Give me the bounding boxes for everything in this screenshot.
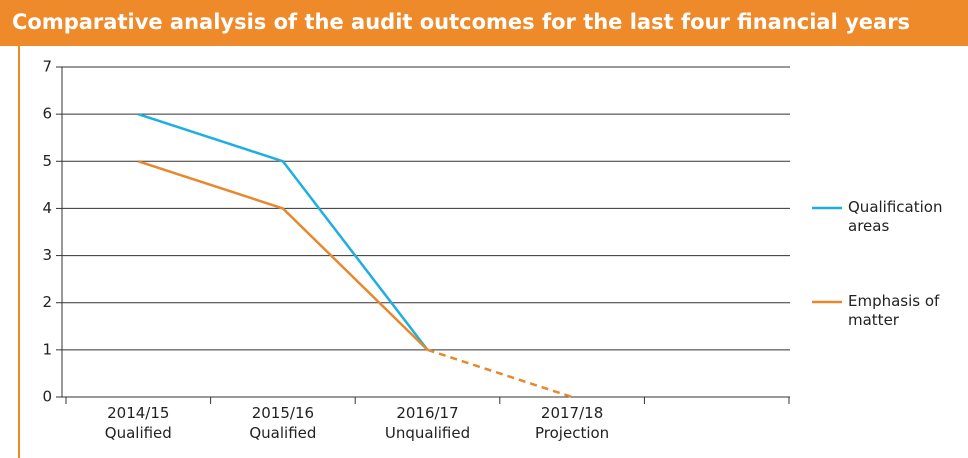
legend-label: Emphasis of matter (848, 292, 940, 329)
y-tick-label: 4 (42, 199, 52, 217)
y-tick-label: 7 (42, 58, 52, 76)
x-tick-label: 2017/18 Projection (535, 404, 610, 442)
projection-line (427, 348, 573, 399)
x-tick-label: 2015/16 Qualified (249, 404, 317, 442)
y-tick-label: 2 (42, 293, 52, 311)
y-tick-label: 5 (42, 152, 52, 170)
y-tick-label: 0 (42, 388, 52, 406)
y-tick-label: 3 (42, 246, 52, 264)
legend-label: Qualification areas (848, 198, 943, 235)
data-line (137, 112, 429, 351)
data-line (137, 160, 429, 351)
y-tick-label: 6 (42, 105, 52, 123)
chart-title: Comparative analysis of the audit outcom… (12, 10, 911, 34)
header-bar: Comparative analysis of the audit outcom… (0, 0, 968, 46)
x-tick-label: 2014/15 Qualified (104, 404, 172, 442)
y-tick-label: 1 (42, 340, 52, 358)
x-tick-label: 2016/17 Unqualified (384, 404, 471, 442)
